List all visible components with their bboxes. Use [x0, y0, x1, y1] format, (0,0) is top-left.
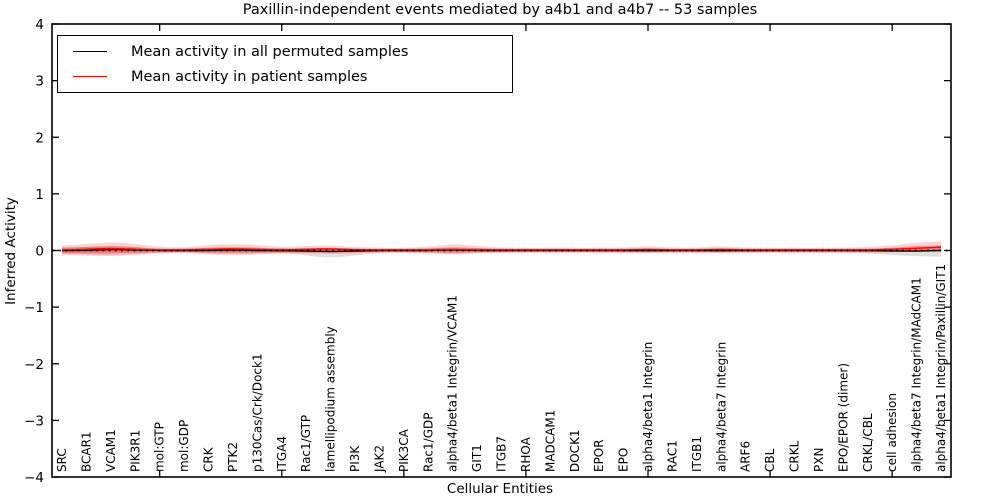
y-tick-label: −2: [24, 357, 44, 373]
x-category-label: RHOA: [519, 436, 533, 472]
x-category-label: Rac1/GDP: [421, 413, 435, 472]
patient-samples-spread-outer-band: [62, 241, 941, 256]
x-category-label: alpha4/beta7 Integrin: [714, 342, 728, 472]
x-category-label: alpha4/beta1 Integrin: [641, 342, 655, 472]
x-category-label: alpha4/beta1 Integrin/Paxillin/GIT1: [934, 264, 948, 472]
x-category-label: alpha4/beta7 Integrin/MAdCAM1: [910, 277, 924, 472]
x-category-label: PIK3R1: [128, 430, 142, 472]
x-category-label: BCAR1: [79, 431, 93, 472]
x-category-label: lamellipodium assembly: [324, 326, 338, 472]
y-tick-label: −1: [24, 300, 44, 316]
chart-title: Paxillin-independent events mediated by …: [242, 2, 758, 18]
x-category-label: PXN: [812, 448, 826, 472]
legend-item-patient: Mean activity in patient samples: [58, 69, 512, 85]
x-category-label: cell adhesion: [885, 393, 899, 472]
x-category-label: PTK2: [226, 442, 240, 472]
y-tick-label: 1: [35, 187, 44, 203]
legend-box: Mean activity in all permuted samples Me…: [57, 35, 513, 93]
x-category-label: alpha4/beta1 Integrin/VCAM1: [446, 295, 460, 472]
x-category-label: DOCK1: [568, 429, 582, 472]
y-tick-label: 3: [35, 74, 44, 90]
x-category-label: ITGA4: [275, 436, 289, 472]
x-category-label: VCAM1: [104, 429, 118, 472]
x-category-label: CBL: [763, 448, 777, 472]
y-tick-label: 4: [35, 17, 44, 33]
y-tick-label: 0: [35, 244, 44, 260]
x-category-label: PIK3CA: [397, 428, 411, 472]
x-category-label: EPOR: [592, 439, 606, 472]
x-category-label: ITGB1: [690, 436, 704, 472]
x-category-label: MADCAM1: [543, 410, 557, 472]
x-category-label: ARF6: [739, 441, 753, 472]
x-category-label: CRKL/CBL: [861, 413, 875, 472]
x-category-label: CRK: [202, 446, 216, 472]
legend-label-patient: Mean activity in patient samples: [131, 68, 368, 85]
y-tick-label: −4: [24, 470, 44, 486]
x-category-label: CRKL: [788, 440, 802, 472]
x-category-label: p130Cas/Crk/Dock1: [250, 353, 264, 472]
legend-item-permuted: Mean activity in all permuted samples: [58, 44, 512, 60]
x-category-label: mol:GTP: [153, 422, 167, 472]
x-axis-label: Cellular Entities: [446, 481, 554, 497]
legend-line-red: [73, 76, 107, 77]
x-category-label: SRC: [55, 448, 69, 472]
x-category-label: PI3K: [348, 445, 362, 472]
legend-label-permuted: Mean activity in all permuted samples: [131, 43, 409, 60]
y-tick-label: −3: [24, 413, 44, 429]
legend-line-black: [73, 51, 107, 52]
x-category-label: ITGB7: [495, 436, 509, 472]
x-category-label: GIT1: [470, 444, 484, 472]
x-category-label: RAC1: [665, 440, 679, 472]
y-tick-label: 2: [35, 130, 44, 146]
x-category-label: EPO/EPOR (dimer): [836, 363, 850, 472]
x-category-label: JAK2: [372, 445, 386, 473]
x-category-label: Rac1/GTP: [299, 415, 313, 472]
x-category-label: mol:GDP: [177, 420, 191, 472]
patient-mean-line: [61, 246, 942, 251]
x-category-label: EPO: [617, 448, 631, 472]
